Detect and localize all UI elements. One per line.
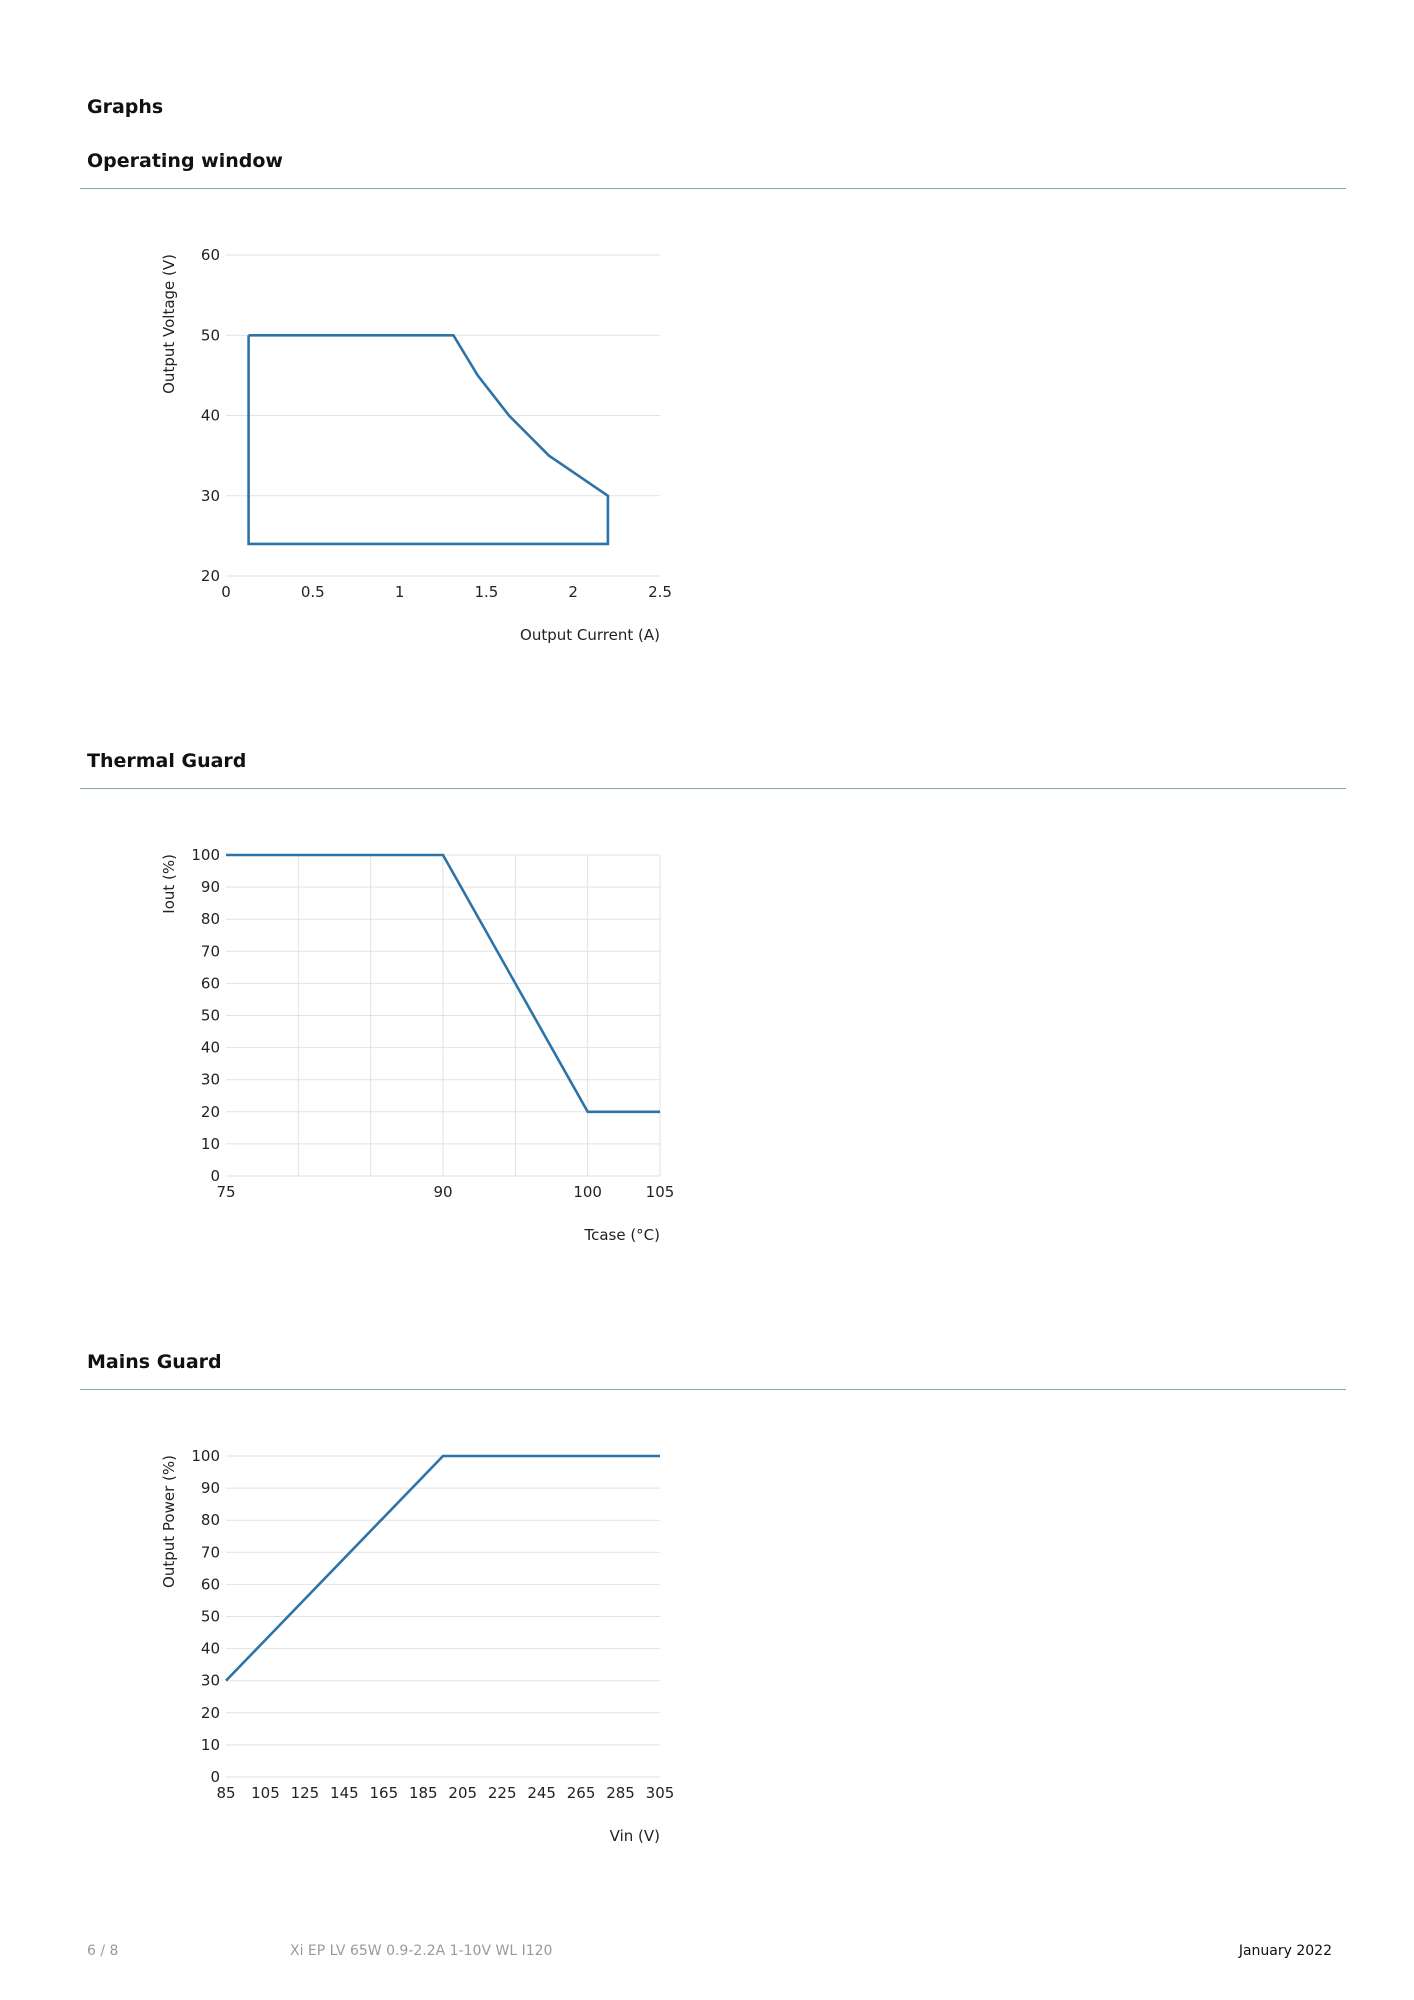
y-tick-label: 20	[201, 1103, 220, 1121]
y-tick-label: 70	[201, 1543, 220, 1561]
x-tick-label: 145	[330, 1784, 359, 1802]
x-tick-label: 1	[395, 583, 405, 601]
section-divider	[80, 788, 1346, 789]
page-heading: Graphs	[87, 96, 164, 118]
operating-window-chart: 20 30 40 50 60 0 0.5 1 1.5 2 2.5 Output Current (A)…	[160, 246, 672, 644]
x-tick-label: 245	[527, 1784, 556, 1802]
y-tick-label: 20	[201, 1704, 220, 1722]
section-title-mains-guard: Mains Guard	[87, 1351, 222, 1373]
x-tick-label: 2.5	[648, 583, 672, 601]
y-tick-label: 10	[201, 1736, 220, 1754]
y-tick-label: 70	[201, 942, 220, 960]
x-tick-label: 85	[216, 1784, 235, 1802]
y-tick-label: 50	[201, 1007, 220, 1025]
x-tick-label: 125	[291, 1784, 320, 1802]
y-tick-label: 20	[201, 567, 220, 585]
y-tick-label: 40	[201, 1640, 220, 1658]
y-tick-label: 30	[201, 1672, 220, 1690]
y-tick-label: 90	[201, 1479, 220, 1497]
section-divider	[80, 1389, 1346, 1390]
y-tick-label: 100	[191, 1447, 220, 1465]
x-tick-label: 0	[221, 583, 231, 601]
x-tick-label: 225	[488, 1784, 517, 1802]
x-tick-label: 305	[646, 1784, 675, 1802]
y-tick-label: 40	[201, 1039, 220, 1057]
series-line	[226, 853, 660, 1114]
mains-guard-chart: 0 10 20 30 40 50 60 70 80 90 100 85 105 125 145 165 185 2…	[160, 1447, 675, 1845]
y-tick-label: 60	[201, 974, 220, 992]
x-tick-label: 100	[573, 1183, 602, 1201]
y-tick-label: 0	[210, 1768, 220, 1786]
x-tick-label: 205	[448, 1784, 477, 1802]
y-tick-label: 60	[201, 1575, 220, 1593]
x-tick-label: 1.5	[474, 583, 498, 601]
section-title-thermal-guard: Thermal Guard	[87, 750, 247, 772]
y-tick-label: 30	[201, 487, 220, 505]
section-title-operating-window: Operating window	[87, 150, 283, 172]
x-tick-label: 0.5	[301, 583, 325, 601]
y-axis-title: Iout (%)	[160, 854, 178, 914]
y-tick-label: 0	[210, 1167, 220, 1185]
y-tick-label: 50	[201, 1608, 220, 1626]
x-tick-label: 75	[216, 1183, 235, 1201]
y-tick-label: 80	[201, 910, 220, 928]
footer-page-number: 6 / 8	[87, 1943, 119, 1959]
x-tick-label: 105	[646, 1183, 675, 1201]
footer-date: January 2022	[1238, 1943, 1332, 1959]
footer-product-name: Xi EP LV 65W 0.9-2.2A 1-10V WL I120	[290, 1943, 553, 1959]
x-tick-label: 105	[251, 1784, 280, 1802]
y-tick-label: 100	[191, 846, 220, 864]
x-tick-label: 2	[568, 583, 578, 601]
y-tick-label: 90	[201, 878, 220, 896]
x-tick-label: 90	[433, 1183, 452, 1201]
y-axis-title: Output Power (%)	[160, 1455, 178, 1588]
thermal-guard-chart: 0 10 20 30 40 50 60 70 80 90 100 75 90 100 105 Tcase (°…	[160, 846, 675, 1244]
series-line	[247, 334, 610, 546]
x-tick-label: 165	[369, 1784, 398, 1802]
y-tick-label: 80	[201, 1511, 220, 1529]
y-tick-label: 30	[201, 1071, 220, 1089]
series-line	[225, 1454, 660, 1682]
y-tick-label: 40	[201, 407, 220, 425]
x-tick-label: 285	[606, 1784, 635, 1802]
x-axis-title: Vin (V)	[610, 1827, 660, 1845]
x-tick-label: 185	[409, 1784, 438, 1802]
y-axis-title: Output Voltage (V)	[160, 254, 178, 394]
x-axis-title: Tcase (°C)	[583, 1226, 660, 1244]
x-axis-title: Output Current (A)	[520, 626, 660, 644]
section-divider	[80, 188, 1346, 189]
x-tick-label: 265	[567, 1784, 596, 1802]
y-tick-label: 60	[201, 246, 220, 264]
y-tick-label: 10	[201, 1135, 220, 1153]
y-tick-label: 50	[201, 326, 220, 344]
